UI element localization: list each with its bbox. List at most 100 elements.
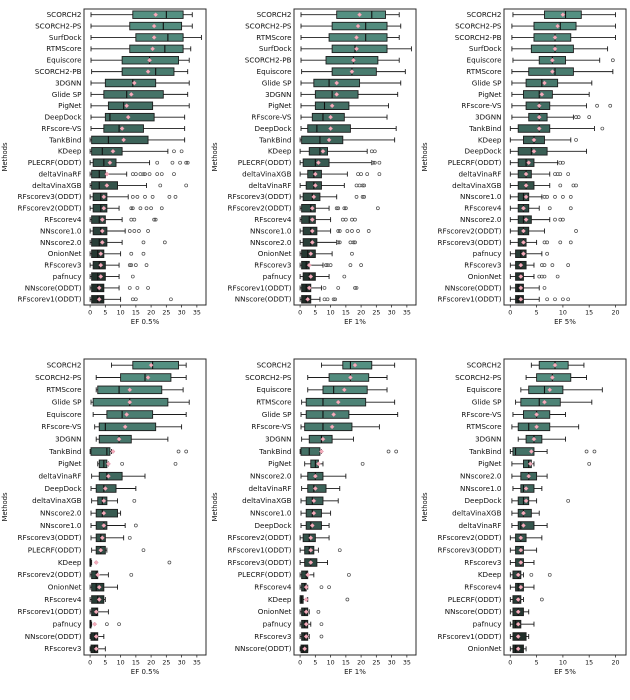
outlier-point	[344, 217, 348, 222]
mean-marker	[549, 57, 555, 63]
method-label: pafnucy	[53, 620, 83, 629]
outlier-point	[132, 498, 137, 503]
mean-marker	[305, 296, 311, 302]
boxplot-row: NNscore1.0	[40, 521, 138, 530]
mean-marker	[95, 572, 101, 578]
method-label: SCORCH2	[257, 10, 292, 19]
boxplot-row: deltaVinaRF	[38, 169, 176, 178]
outlier-point	[150, 194, 155, 199]
outlier-point	[146, 229, 150, 233]
boxplot-row: pafnucy	[263, 272, 347, 281]
x-tick-label: 15	[342, 310, 350, 317]
outlier-point	[592, 449, 597, 454]
boxplot-row: Glide SP	[262, 410, 399, 419]
mean-marker	[305, 572, 311, 578]
mean-marker	[302, 646, 308, 652]
outlier-point	[359, 172, 363, 176]
boxplot-row: RFscore-VS	[461, 101, 613, 110]
method-label: Equiscore	[47, 56, 83, 65]
outlier-point	[134, 172, 138, 176]
boxplot-row: Glide SP	[52, 398, 190, 407]
mean-marker	[349, 69, 355, 75]
outlier-point	[132, 217, 137, 222]
outlier-point	[566, 172, 571, 176]
method-label: Glide SP	[262, 410, 292, 419]
x-tick-label: 10	[327, 310, 335, 317]
boxplot-row: RFscorev3	[44, 261, 149, 270]
outlier-point	[558, 183, 563, 188]
outlier-point	[129, 217, 134, 222]
outlier-point	[134, 523, 138, 528]
outlier-point	[344, 206, 348, 211]
method-label: Equiscore	[47, 410, 83, 419]
boxplot-row: PigNet	[268, 101, 390, 110]
boxplot-row: RFscore-VS	[251, 113, 388, 122]
boxplot-row: SCORCH2	[47, 361, 187, 370]
outlier-point	[172, 149, 176, 154]
mean-marker	[116, 436, 122, 442]
mean-marker	[104, 171, 110, 177]
mean-marker	[355, 23, 361, 29]
outlier-point	[129, 263, 134, 268]
method-label: RFscorev3(ODDT)	[228, 192, 292, 201]
method-label: TankBind	[48, 135, 81, 144]
method-label: KDeep	[478, 135, 502, 144]
mean-marker	[315, 160, 321, 166]
boxplot-row: deltaVinaRF	[458, 521, 548, 530]
boxplot-row: RFscorev1(ODDT)	[228, 546, 342, 555]
boxplot-row: SCORCH2	[47, 10, 193, 19]
boxplot-row: Glide SP	[52, 90, 189, 99]
outlier-point	[555, 172, 560, 176]
outlier-point	[540, 263, 544, 268]
mean-marker	[334, 91, 340, 97]
boxplot-row: RFscorev2(ODDT)	[228, 533, 330, 542]
mean-marker	[309, 217, 315, 223]
boxplot-row: PigNet	[58, 459, 178, 468]
boxplot-chart-ef5-set1: 0 5 10 15 20 EF 5% Methods SCORCH2 SCORCH2-PS SCO…	[421, 8, 627, 326]
x-tick-label: 35	[193, 310, 201, 317]
outlier-point	[561, 194, 565, 199]
method-label: RFscorev3(ODDT)	[18, 533, 82, 542]
outlier-point	[319, 585, 324, 590]
y-axis-label: Methods	[211, 142, 219, 171]
outlier-point	[337, 240, 342, 245]
mean-marker	[312, 486, 318, 491]
outlier-point	[173, 461, 178, 466]
method-label: TankBind	[468, 124, 501, 133]
boxplot-row: RFscore-VS	[41, 422, 183, 431]
method-label: RFscorev2(ODDT)	[228, 533, 292, 542]
outlier-point	[141, 172, 146, 176]
outlier-point	[371, 160, 376, 165]
mean-marker	[127, 387, 133, 393]
outlier-point	[574, 229, 578, 233]
boxplot-row: NNscore(ODDT)	[445, 607, 530, 616]
outlier-point	[169, 297, 173, 302]
mean-marker	[309, 228, 315, 234]
boxplot-row: RFscorev2(ODDT)	[228, 204, 380, 213]
method-label: SCORCH2	[47, 10, 82, 19]
boxplot-row: DeepDock	[45, 113, 186, 122]
boxplot-row: deltaVinaRF	[458, 169, 571, 178]
outlier-point	[137, 229, 141, 233]
method-label: NNscore2.0	[250, 238, 292, 247]
x-tick-label: 5	[313, 310, 317, 317]
outlier-point	[365, 172, 370, 176]
boxplot-row: PLECRF(ODDT)	[28, 546, 146, 555]
mean-marker	[308, 535, 314, 541]
mean-marker	[153, 12, 159, 18]
boxplot-row: TankBind	[258, 135, 396, 144]
box-rect	[517, 422, 551, 432]
mean-marker	[518, 584, 524, 590]
boxplot-row: SCORCH2-PB	[455, 33, 616, 42]
boxplot-row: KDeep	[478, 135, 578, 144]
method-label: Equiscore	[257, 67, 293, 76]
box-rect	[135, 33, 184, 42]
boxplot-row: RFscorev3(ODDT)	[438, 546, 538, 555]
outlier-point	[353, 240, 357, 245]
plot-frame	[293, 8, 417, 306]
boxplot-row: RFscorev3(ODDT)	[228, 192, 366, 201]
boxplot-row: Equiscore	[257, 385, 388, 394]
method-label: NNscore1.0	[40, 226, 82, 235]
boxplot-row: Equiscore	[47, 56, 190, 65]
